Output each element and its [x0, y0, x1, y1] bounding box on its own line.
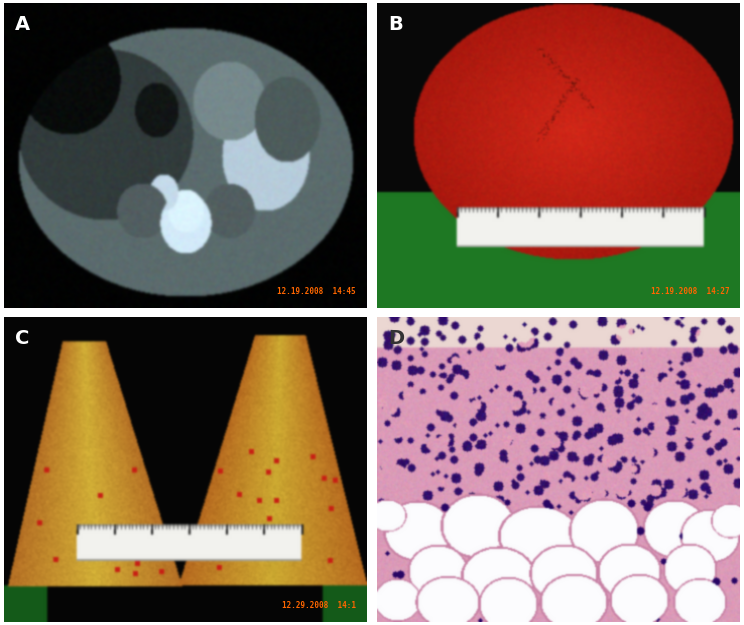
Text: A: A: [15, 16, 30, 34]
Text: 12.29.2008  14:1: 12.29.2008 14:1: [282, 601, 356, 609]
Text: 12.19.2008  14:27: 12.19.2008 14:27: [651, 287, 729, 296]
Text: C: C: [15, 329, 29, 348]
Text: 12.19.2008  14:45: 12.19.2008 14:45: [277, 287, 356, 296]
Text: B: B: [388, 16, 403, 34]
Text: D: D: [388, 329, 405, 348]
